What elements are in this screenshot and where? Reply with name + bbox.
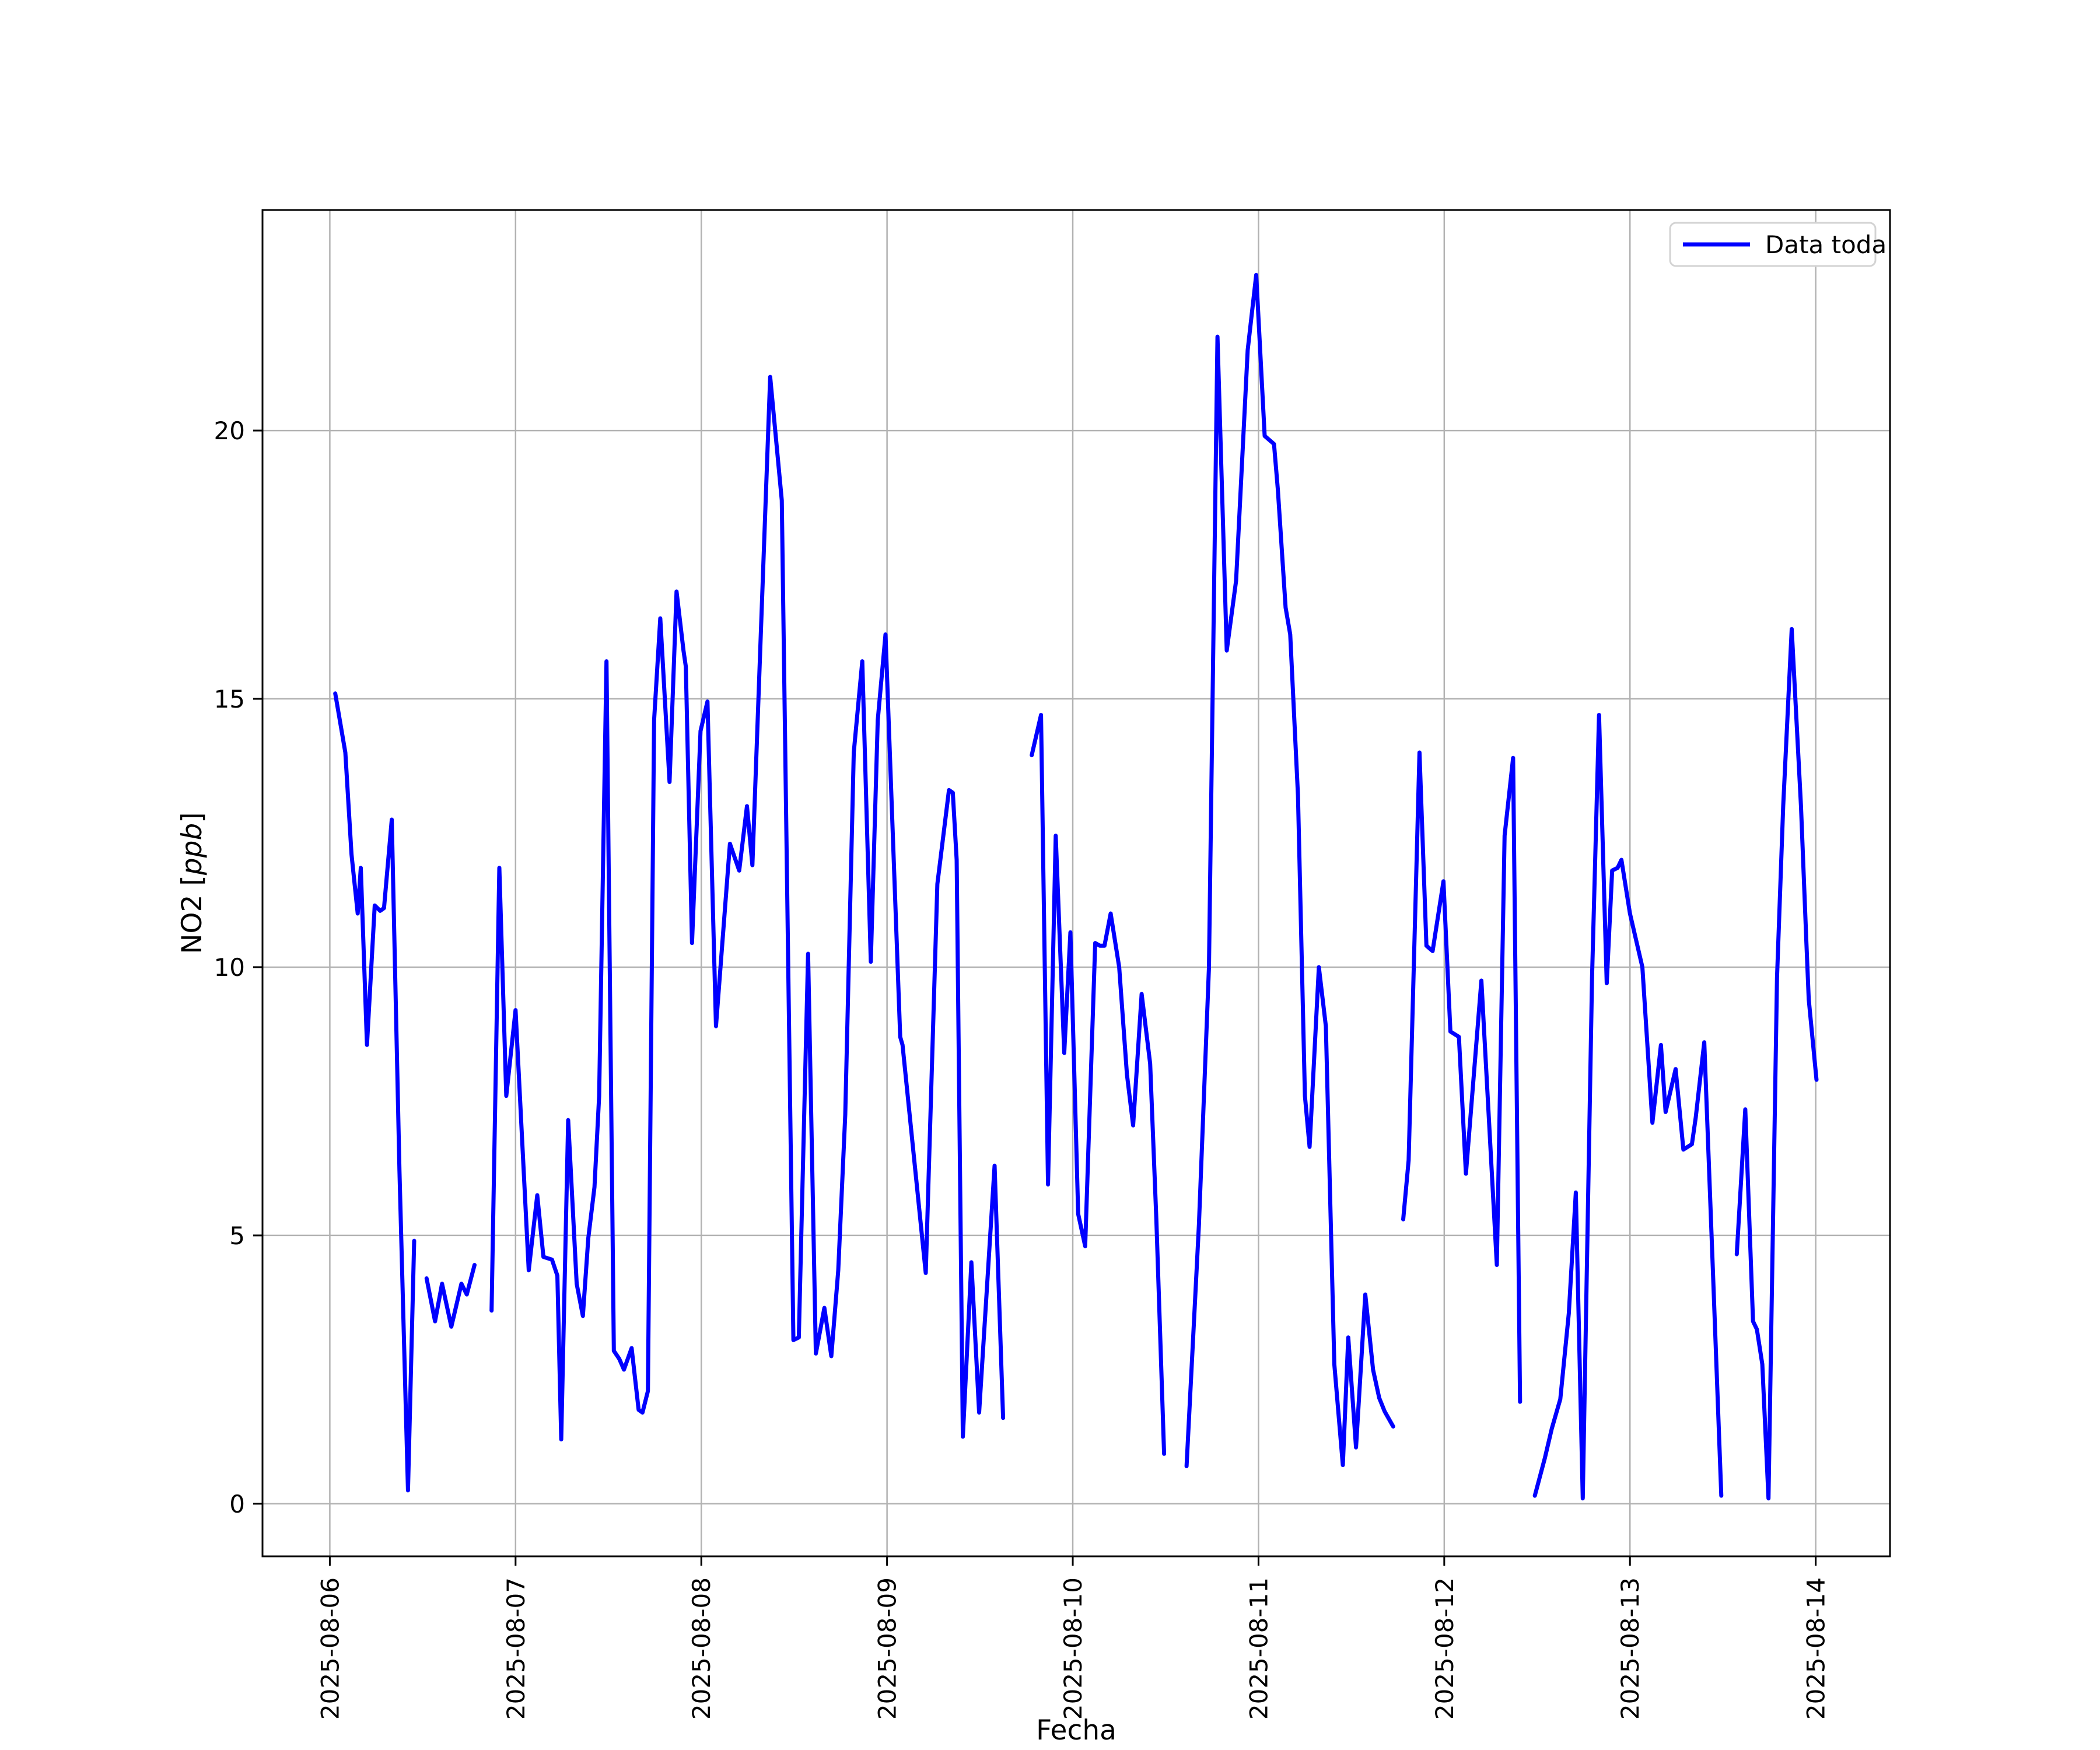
series-line-segment [1030,713,1167,1456]
x-tick-label: 2025-08-12 [1430,1577,1459,1720]
x-tick-label: 2025-08-06 [316,1577,344,1720]
x-tick-label: 2025-08-09 [873,1577,902,1720]
y-tick-label: 10 [214,953,245,982]
x-tick-label: 2025-08-07 [502,1577,530,1720]
series-line-segment [489,374,1006,1441]
legend-label: Data toda [1765,230,1887,259]
y-tick-label: 20 [214,416,245,445]
plot-area-border [261,209,1891,1558]
y-tick-label: 15 [214,685,245,713]
series-line-segment [1184,272,1395,1468]
series-line-segment [1532,713,1724,1501]
x-axis-label: Fecha [1036,1714,1116,1746]
x-tick-label: 2025-08-13 [1616,1577,1644,1720]
y-axis-label: NO2 [ppb] [176,812,208,954]
x-tick-label: 2025-08-08 [687,1577,716,1720]
legend-box [1669,222,1877,267]
y-tick-label: 5 [229,1222,245,1250]
x-tick-label: 2025-08-14 [1802,1577,1831,1720]
y-tick-label: 0 [229,1490,245,1518]
series-line-segment [333,691,416,1493]
x-tick-label: 2025-08-10 [1059,1577,1087,1720]
series-line-segment [1401,750,1522,1404]
series-line-segment [1734,626,1819,1501]
x-tick-label: 2025-08-11 [1244,1577,1273,1720]
series-line-segment [424,1263,477,1329]
